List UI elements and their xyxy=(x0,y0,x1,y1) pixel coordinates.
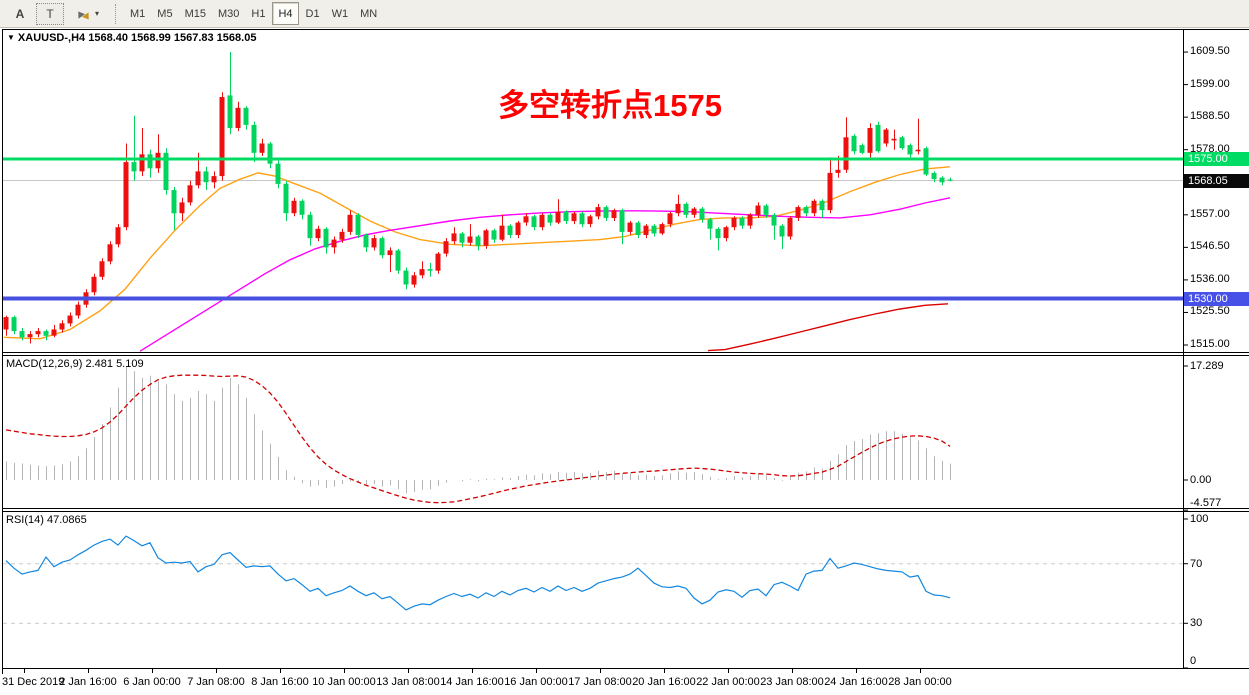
macd-axis-label: -4.577 xyxy=(1190,497,1222,509)
price-axis-label: 1599.00 xyxy=(1190,77,1230,90)
timeframe-button-d1[interactable]: D1 xyxy=(305,7,320,20)
rsi-axis-label: 30 xyxy=(1190,617,1203,630)
price-axis-label: 1588.50 xyxy=(1190,110,1230,123)
time-axis-label: 2 Jan 16:00 xyxy=(59,676,117,688)
rsi-panel-label: RSI(14) 47.0865 xyxy=(6,514,87,526)
rsi-axis-label: 70 xyxy=(1190,557,1203,570)
price-axis-label: 1557.00 xyxy=(1190,207,1230,220)
time-axis-label: 31 Dec 2019 xyxy=(2,676,65,688)
price-axis-label: 1546.50 xyxy=(1190,240,1230,253)
macd-name: MACD(12,26,9) xyxy=(6,358,83,370)
collapse-quotes-icon[interactable]: ▼ xyxy=(7,33,15,42)
price-badge-157500: 1575.00 xyxy=(1184,152,1249,166)
timeframe-button-h1[interactable]: H1 xyxy=(251,7,266,20)
toolbar: A T ▾ M1 M5 M15 M30 H1 H4 D1 W1 MN xyxy=(0,0,1249,28)
time-axis-label: 28 Jan 00:00 xyxy=(888,676,952,688)
timeframe-button-m5[interactable]: M5 xyxy=(157,7,173,20)
price-axis-label: 1515.00 xyxy=(1190,338,1230,350)
timeframe-button-m15[interactable]: M15 xyxy=(184,7,206,20)
macd-values: 2.481 5.109 xyxy=(85,358,144,370)
price-axis-label: 1578.00 xyxy=(1190,142,1230,155)
font-button[interactable]: A xyxy=(15,6,25,21)
macd-axis-label: 17.289 xyxy=(1190,359,1224,372)
time-axis-label: 20 Jan 16:00 xyxy=(632,676,696,688)
price-axis-label: 1536.00 xyxy=(1190,272,1230,285)
macd-panel-label: MACD(12,26,9) 2.481 5.109 xyxy=(6,358,144,370)
time-axis-label: 8 Jan 16:00 xyxy=(251,676,309,688)
rsi-value: 47.0865 xyxy=(46,514,87,526)
toolbar-separator xyxy=(115,3,117,24)
text-label-button[interactable]: T xyxy=(36,2,64,25)
time-axis-label: 6 Jan 00:00 xyxy=(123,676,181,688)
timeframe-button-mn[interactable]: MN xyxy=(360,7,378,20)
time-axis-label: 13 Jan 08:00 xyxy=(376,676,440,688)
price-badge-153000: 1530.00 xyxy=(1184,291,1249,306)
timeframe-button-m30[interactable]: M30 xyxy=(217,7,240,20)
time-axis-label: 10 Jan 00:00 xyxy=(312,676,376,688)
macd-axis-label: 0.00 xyxy=(1190,474,1212,486)
time-axis-label: 14 Jan 16:00 xyxy=(440,676,504,688)
timeframe-button-h4[interactable]: H4 xyxy=(272,2,299,25)
price-badge-156805: 1568.05 xyxy=(1184,173,1249,188)
time-axis-label: 22 Jan 00:00 xyxy=(696,676,760,688)
symbol-title: XAUUSD-,H4 xyxy=(17,32,86,44)
rsi-axis-label: 0 xyxy=(1190,655,1197,667)
rsi-axis-label: 100 xyxy=(1190,513,1209,525)
chart-annotation-text[interactable]: 多空转折点1575 xyxy=(498,88,722,123)
time-axis-label: 16 Jan 00:00 xyxy=(504,676,568,688)
price-axis-label: 1525.50 xyxy=(1190,305,1230,318)
price-axis-label: 1609.50 xyxy=(1190,45,1230,58)
time-axis-label: 17 Jan 08:00 xyxy=(568,676,632,688)
rsi-name: RSI(14) xyxy=(6,514,44,526)
time-axis-label: 23 Jan 08:00 xyxy=(760,676,824,688)
symbol-ohlc: 1568.40 1568.99 1567.83 1568.05 xyxy=(88,32,257,44)
timeframe-bar: M1 M5 M15 M30 H1 H4 D1 W1 MN xyxy=(124,2,383,25)
time-axis-label: 24 Jan 16:00 xyxy=(824,676,888,688)
arrange-button[interactable]: ▾ xyxy=(71,3,104,25)
timeframe-button-w1[interactable]: W1 xyxy=(331,7,349,20)
symbol-header: ▼ XAUUSD-,H4 1568.40 1568.99 1567.83 1568… xyxy=(7,32,256,44)
chevron-down-icon: ▾ xyxy=(95,9,100,18)
timeframe-button-m1[interactable]: M1 xyxy=(130,7,146,20)
time-axis-label: 7 Jan 08:00 xyxy=(187,676,245,688)
